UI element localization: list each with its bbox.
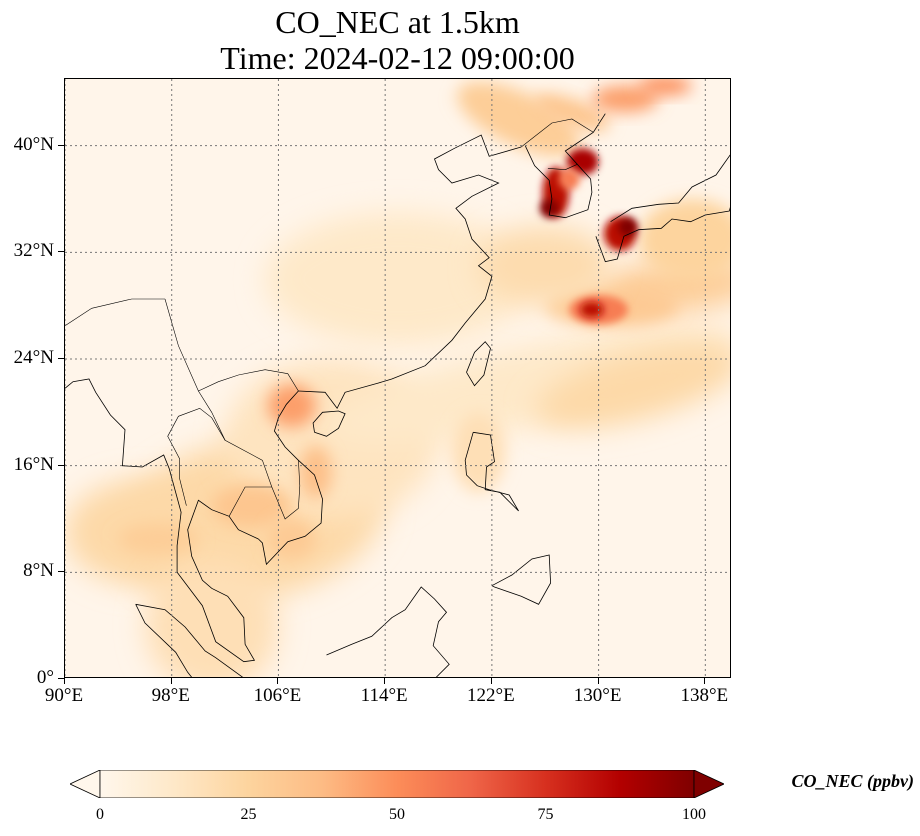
colorbar-tick-label: 100 xyxy=(682,806,706,823)
concentration-patch xyxy=(451,412,506,493)
y-tick-label: 16°N xyxy=(13,453,54,475)
y-tick-label: 0° xyxy=(36,667,54,688)
y-tick-mark xyxy=(58,144,64,146)
map-plot-area xyxy=(64,78,731,678)
colorbar-gradient xyxy=(99,770,695,798)
concentration-patch xyxy=(211,484,292,527)
coastline xyxy=(491,554,552,605)
concentration-patch xyxy=(618,217,638,237)
coastline xyxy=(258,390,323,566)
y-tick-label: 32°N xyxy=(13,240,54,262)
concentration-patch xyxy=(478,225,612,306)
x-tick-label: 90°E xyxy=(44,685,84,706)
colorbar-extend-high xyxy=(693,770,724,798)
concentration-patch xyxy=(591,85,659,113)
concentration-patch xyxy=(267,519,316,559)
coastline xyxy=(312,410,346,437)
x-tick-mark xyxy=(704,678,706,684)
coastline xyxy=(595,207,730,263)
country-border xyxy=(228,486,272,517)
colorbar-tick-label: 50 xyxy=(389,806,405,823)
concentration-patch xyxy=(534,93,610,131)
x-tick-mark xyxy=(597,678,599,684)
country-border xyxy=(521,118,594,148)
x-tick-label: 106°E xyxy=(253,685,302,706)
coastline xyxy=(610,154,730,223)
concentration-patch xyxy=(118,523,199,555)
x-tick-label: 98°E xyxy=(151,685,190,706)
colorbar-label: CO_NEC (ppbv) xyxy=(791,771,915,791)
coastlines xyxy=(65,113,730,677)
country-border xyxy=(167,407,226,506)
colorbar-tick-label: 0 xyxy=(96,806,104,823)
concentration-patch xyxy=(539,199,559,218)
x-tick-label: 114°E xyxy=(360,685,408,706)
coastline xyxy=(135,604,193,677)
concentration-patch xyxy=(638,79,692,95)
x-tick-mark xyxy=(490,678,492,684)
coastline xyxy=(135,603,244,677)
y-tick-label: 24°N xyxy=(13,347,54,368)
map-title-line2: Time: 2024-02-12 09:00:00 xyxy=(220,40,575,76)
colorbar-extend-low xyxy=(70,770,101,798)
x-tick-mark xyxy=(170,678,172,684)
coastline xyxy=(524,113,606,219)
concentration-patch xyxy=(457,81,581,157)
concentration-patch xyxy=(579,301,604,318)
colorbar-tick-label: 25 xyxy=(240,806,257,823)
coastline xyxy=(464,431,519,512)
concentration-map xyxy=(65,79,730,677)
x-tick-mark xyxy=(64,678,65,684)
coastline xyxy=(466,341,491,387)
colorbar xyxy=(70,770,724,798)
y-tick-label: 8°N xyxy=(23,560,54,582)
concentration-patch xyxy=(265,212,532,346)
country-border xyxy=(164,298,299,392)
coastline xyxy=(298,134,522,410)
x-tick-mark xyxy=(277,678,279,684)
concentration-patch xyxy=(299,445,332,500)
y-tick-mark xyxy=(58,251,64,253)
country-border xyxy=(547,164,578,171)
concentration-patch xyxy=(535,343,730,429)
concentration-patch xyxy=(566,148,599,175)
concentration-patch xyxy=(267,384,316,427)
y-tick-mark xyxy=(58,358,64,359)
x-tick-label: 130°E xyxy=(573,685,622,706)
country-border xyxy=(65,298,165,326)
y-tick-mark xyxy=(58,571,64,573)
coastline xyxy=(65,378,259,663)
y-tick-mark xyxy=(58,464,64,466)
concentration-patch xyxy=(558,168,580,190)
colorbar-tick-label: 75 xyxy=(537,806,554,823)
coastline xyxy=(326,586,450,677)
y-tick-label: 40°N xyxy=(13,133,54,155)
concentration-field xyxy=(65,79,730,677)
y-tick-mark xyxy=(58,678,64,679)
gridlines xyxy=(65,79,730,677)
x-tick-label: 138°E xyxy=(680,685,729,706)
concentration-patch xyxy=(638,199,730,279)
concentration-patch xyxy=(145,559,279,677)
x-tick-mark xyxy=(384,678,386,684)
x-tick-label: 122°E xyxy=(467,685,515,706)
map-title-line1: CO_NEC at 1.5km xyxy=(275,4,520,40)
